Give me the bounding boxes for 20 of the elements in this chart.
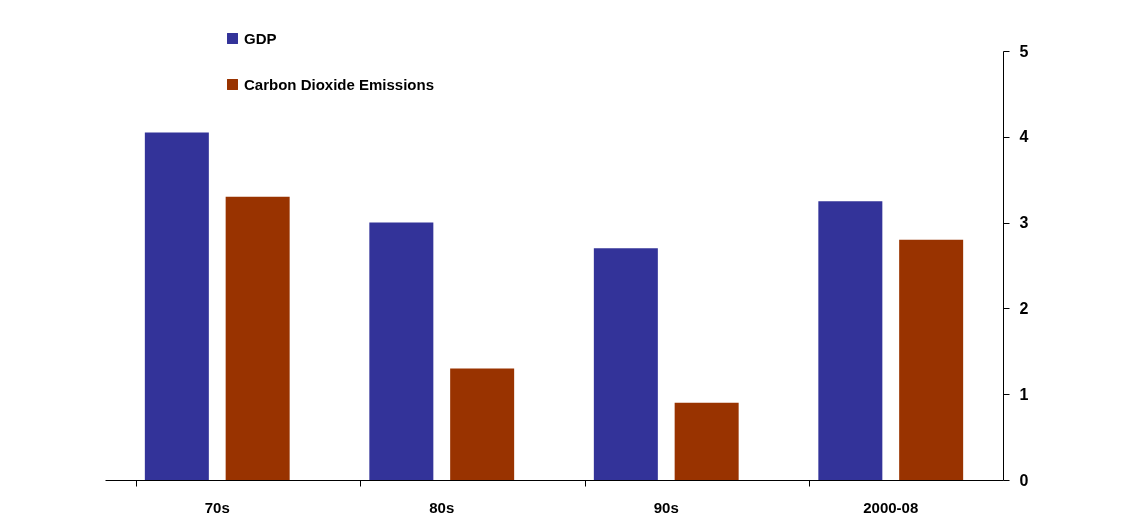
y-tick-label: 4 <box>1019 128 1029 146</box>
y-tick-label: 2 <box>1019 299 1029 317</box>
bar <box>225 196 290 480</box>
x-tick-label: 70s <box>204 498 230 516</box>
y-tick-label: 0 <box>1019 471 1029 489</box>
legend-label: Carbon Dioxide Emissions <box>244 75 435 93</box>
y-tick-label: 5 <box>1019 42 1029 60</box>
y-tick-label: 3 <box>1019 214 1029 232</box>
bar <box>674 402 739 480</box>
bar <box>818 201 883 480</box>
bar <box>593 248 658 480</box>
x-tick-label: 2000-08 <box>863 498 919 516</box>
bar <box>450 368 515 480</box>
bar <box>144 132 209 480</box>
bar <box>899 239 964 480</box>
x-tick-label: 90s <box>653 498 679 516</box>
y-tick-label: 1 <box>1019 385 1029 403</box>
bar <box>369 222 434 480</box>
x-tick-label: 80s <box>429 498 455 516</box>
legend-label: GDP <box>244 29 277 47</box>
